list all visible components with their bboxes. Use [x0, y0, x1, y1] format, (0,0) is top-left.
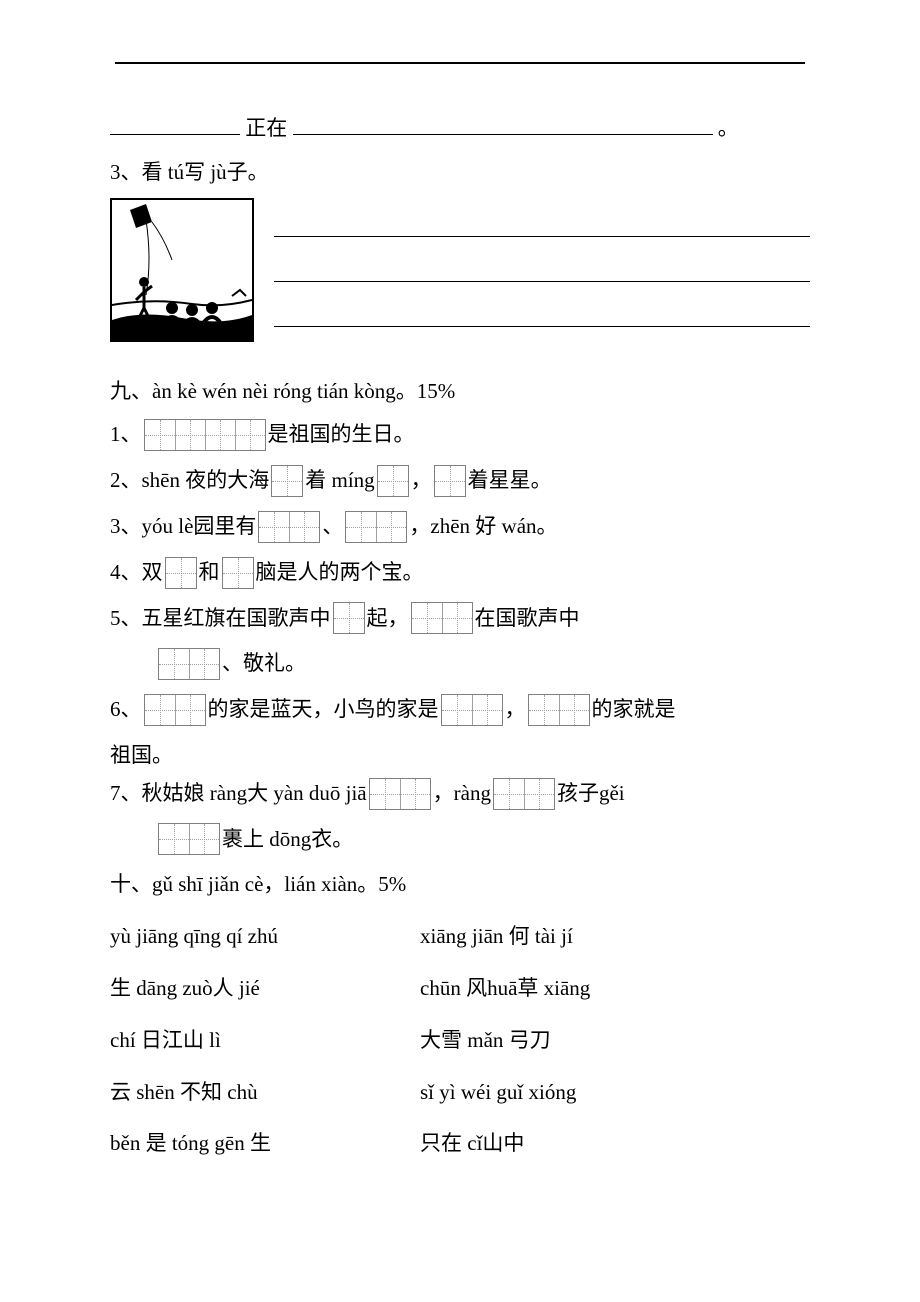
char-grid-box[interactable] — [333, 602, 365, 634]
char-grid-box[interactable] — [144, 419, 266, 451]
blank-subject[interactable] — [110, 113, 240, 135]
mid-label: 正在 — [245, 116, 287, 140]
text-fragment: 着 míng — [305, 462, 374, 500]
fill-item: 3、yóu lè园里有 、 ，zhēn 好 wán。 — [110, 508, 810, 546]
q3-block — [110, 198, 810, 343]
fill-item: 7、秋姑娘 ràng大 yàn duō jiā ，ràng 孩子gěi — [110, 775, 810, 813]
char-grid-box[interactable] — [369, 778, 431, 810]
text-fragment: 3、yóu lè园里有 — [110, 508, 256, 546]
poem-row: yù jiāng qīng qí zhúxiāng jiān 何 tài jí — [110, 918, 810, 956]
q3-writing-lines — [274, 198, 810, 343]
poem-right[interactable]: xiāng jiān 何 tài jí — [420, 918, 810, 956]
text-fragment: ，zhēn 好 wán。 — [409, 508, 557, 546]
poem-matching-block: yù jiāng qīng qí zhúxiāng jiān 何 tài jí生… — [110, 918, 810, 1163]
section9-items: 1、 是祖国的生日。 2、shēn 夜的大海 着 míng ， 着星星。 3、yóu… — [110, 416, 810, 858]
fill-item: 2、shēn 夜的大海 着 míng ， 着星星。 — [110, 462, 810, 500]
section10-title: 十、gǔ shī jiǎn cè，lián xiàn。5% — [110, 866, 810, 904]
text-fragment: 1、 — [110, 416, 142, 454]
text-fragment: 的家是蓝天，小鸟的家是 — [208, 691, 439, 729]
text-fragment: 孩子gěi — [557, 775, 625, 813]
char-grid-box[interactable] — [411, 602, 473, 634]
char-grid-box[interactable] — [271, 465, 303, 497]
char-grid-box[interactable] — [345, 511, 407, 543]
poem-left[interactable]: 生 dāng zuò人 jié — [110, 970, 420, 1008]
char-grid-box[interactable] — [144, 694, 206, 726]
kite-svg — [112, 200, 252, 340]
worksheet-page: 正在 。 3、看 tú写 jù子。 — [0, 0, 920, 1302]
content-area: 正在 。 3、看 tú写 jù子。 — [110, 110, 810, 1163]
writing-line[interactable] — [274, 298, 810, 327]
poem-left[interactable]: yù jiāng qīng qí zhú — [110, 918, 420, 956]
sentence-fill-row: 正在 。 — [110, 110, 810, 148]
char-grid-box[interactable] — [158, 823, 220, 855]
poem-left[interactable]: 云 shēn 不知 chù — [110, 1074, 420, 1112]
fill-item: 5、五星红旗在国歌声中 起， 在国歌声中 — [110, 600, 810, 638]
char-grid-box[interactable] — [434, 465, 466, 497]
text-fragment: ， — [411, 462, 432, 500]
text-fragment: ，ràng — [433, 775, 491, 813]
char-grid-box[interactable] — [222, 557, 254, 589]
text-fragment: 和 — [199, 554, 220, 592]
text-fragment: 是祖国的生日。 — [268, 416, 415, 454]
text-fragment: 、敬礼。 — [222, 645, 306, 683]
text-fragment: 7、秋姑娘 ràng大 yàn duō jiā — [110, 775, 367, 813]
text-fragment: 裹上 dōng衣。 — [222, 821, 353, 859]
char-grid-box[interactable] — [165, 557, 197, 589]
text-fragment: 5、五星红旗在国歌声中 — [110, 600, 331, 638]
char-grid-box[interactable] — [528, 694, 590, 726]
blank-predicate[interactable] — [293, 113, 713, 135]
q3-label: 3、看 tú写 jù子。 — [110, 154, 810, 192]
char-grid-box[interactable] — [158, 648, 220, 680]
writing-line[interactable] — [274, 253, 810, 282]
text-fragment: 起， — [367, 600, 409, 638]
char-grid-box[interactable] — [377, 465, 409, 497]
text-fragment: 6、 — [110, 691, 142, 729]
fill-item: 4、双 和 脑是人的两个宝。 — [110, 554, 810, 592]
text-fragment: 4、双 — [110, 554, 163, 592]
fill-item: 6、 的家是蓝天，小鸟的家是 ， 的家就是 — [110, 691, 810, 729]
fill-item: 1、 是祖国的生日。 — [110, 416, 810, 454]
char-grid-box[interactable] — [258, 511, 320, 543]
section9-title: 九、àn kè wén nèi róng tián kòng。15% — [110, 373, 810, 411]
poem-row: běn 是 tóng gēn 生只在 cǐ山中 — [110, 1125, 810, 1163]
poem-row: 云 shēn 不知 chùsǐ yì wéi guǐ xióng — [110, 1074, 810, 1112]
poem-row: chí 日江山 lì大雪 mǎn 弓刀 — [110, 1022, 810, 1060]
poem-right[interactable]: 只在 cǐ山中 — [420, 1125, 810, 1163]
text-fragment: 、 — [322, 508, 343, 546]
poem-right[interactable]: sǐ yì wéi guǐ xióng — [420, 1074, 810, 1112]
text-fragment: 脑是人的两个宝。 — [256, 554, 424, 592]
poem-right[interactable]: 大雪 mǎn 弓刀 — [420, 1022, 810, 1060]
poem-left[interactable]: běn 是 tóng gēn 生 — [110, 1125, 420, 1163]
text-fragment: 的家就是 — [592, 691, 676, 729]
text-fragment: 在国歌声中 — [475, 600, 580, 638]
fill-item-continuation: 裹上 dōng衣。 — [158, 821, 810, 859]
char-grid-box[interactable] — [493, 778, 555, 810]
text-fragment: 2、shēn 夜的大海 — [110, 462, 269, 500]
poem-right[interactable]: chūn 风huā草 xiāng — [420, 970, 810, 1008]
text-fragment: ， — [505, 691, 526, 729]
period: 。 — [718, 116, 739, 140]
text-fragment: 着星星。 — [468, 462, 552, 500]
top-horizontal-rule — [115, 62, 805, 64]
writing-line[interactable] — [274, 208, 810, 237]
poem-row: 生 dāng zuò人 jiéchūn 风huā草 xiāng — [110, 970, 810, 1008]
poem-left[interactable]: chí 日江山 lì — [110, 1022, 420, 1060]
fill-item-tail: 祖国。 — [110, 737, 810, 775]
fill-item-continuation: 、敬礼。 — [158, 645, 810, 683]
char-grid-box[interactable] — [441, 694, 503, 726]
kite-illustration — [110, 198, 254, 342]
